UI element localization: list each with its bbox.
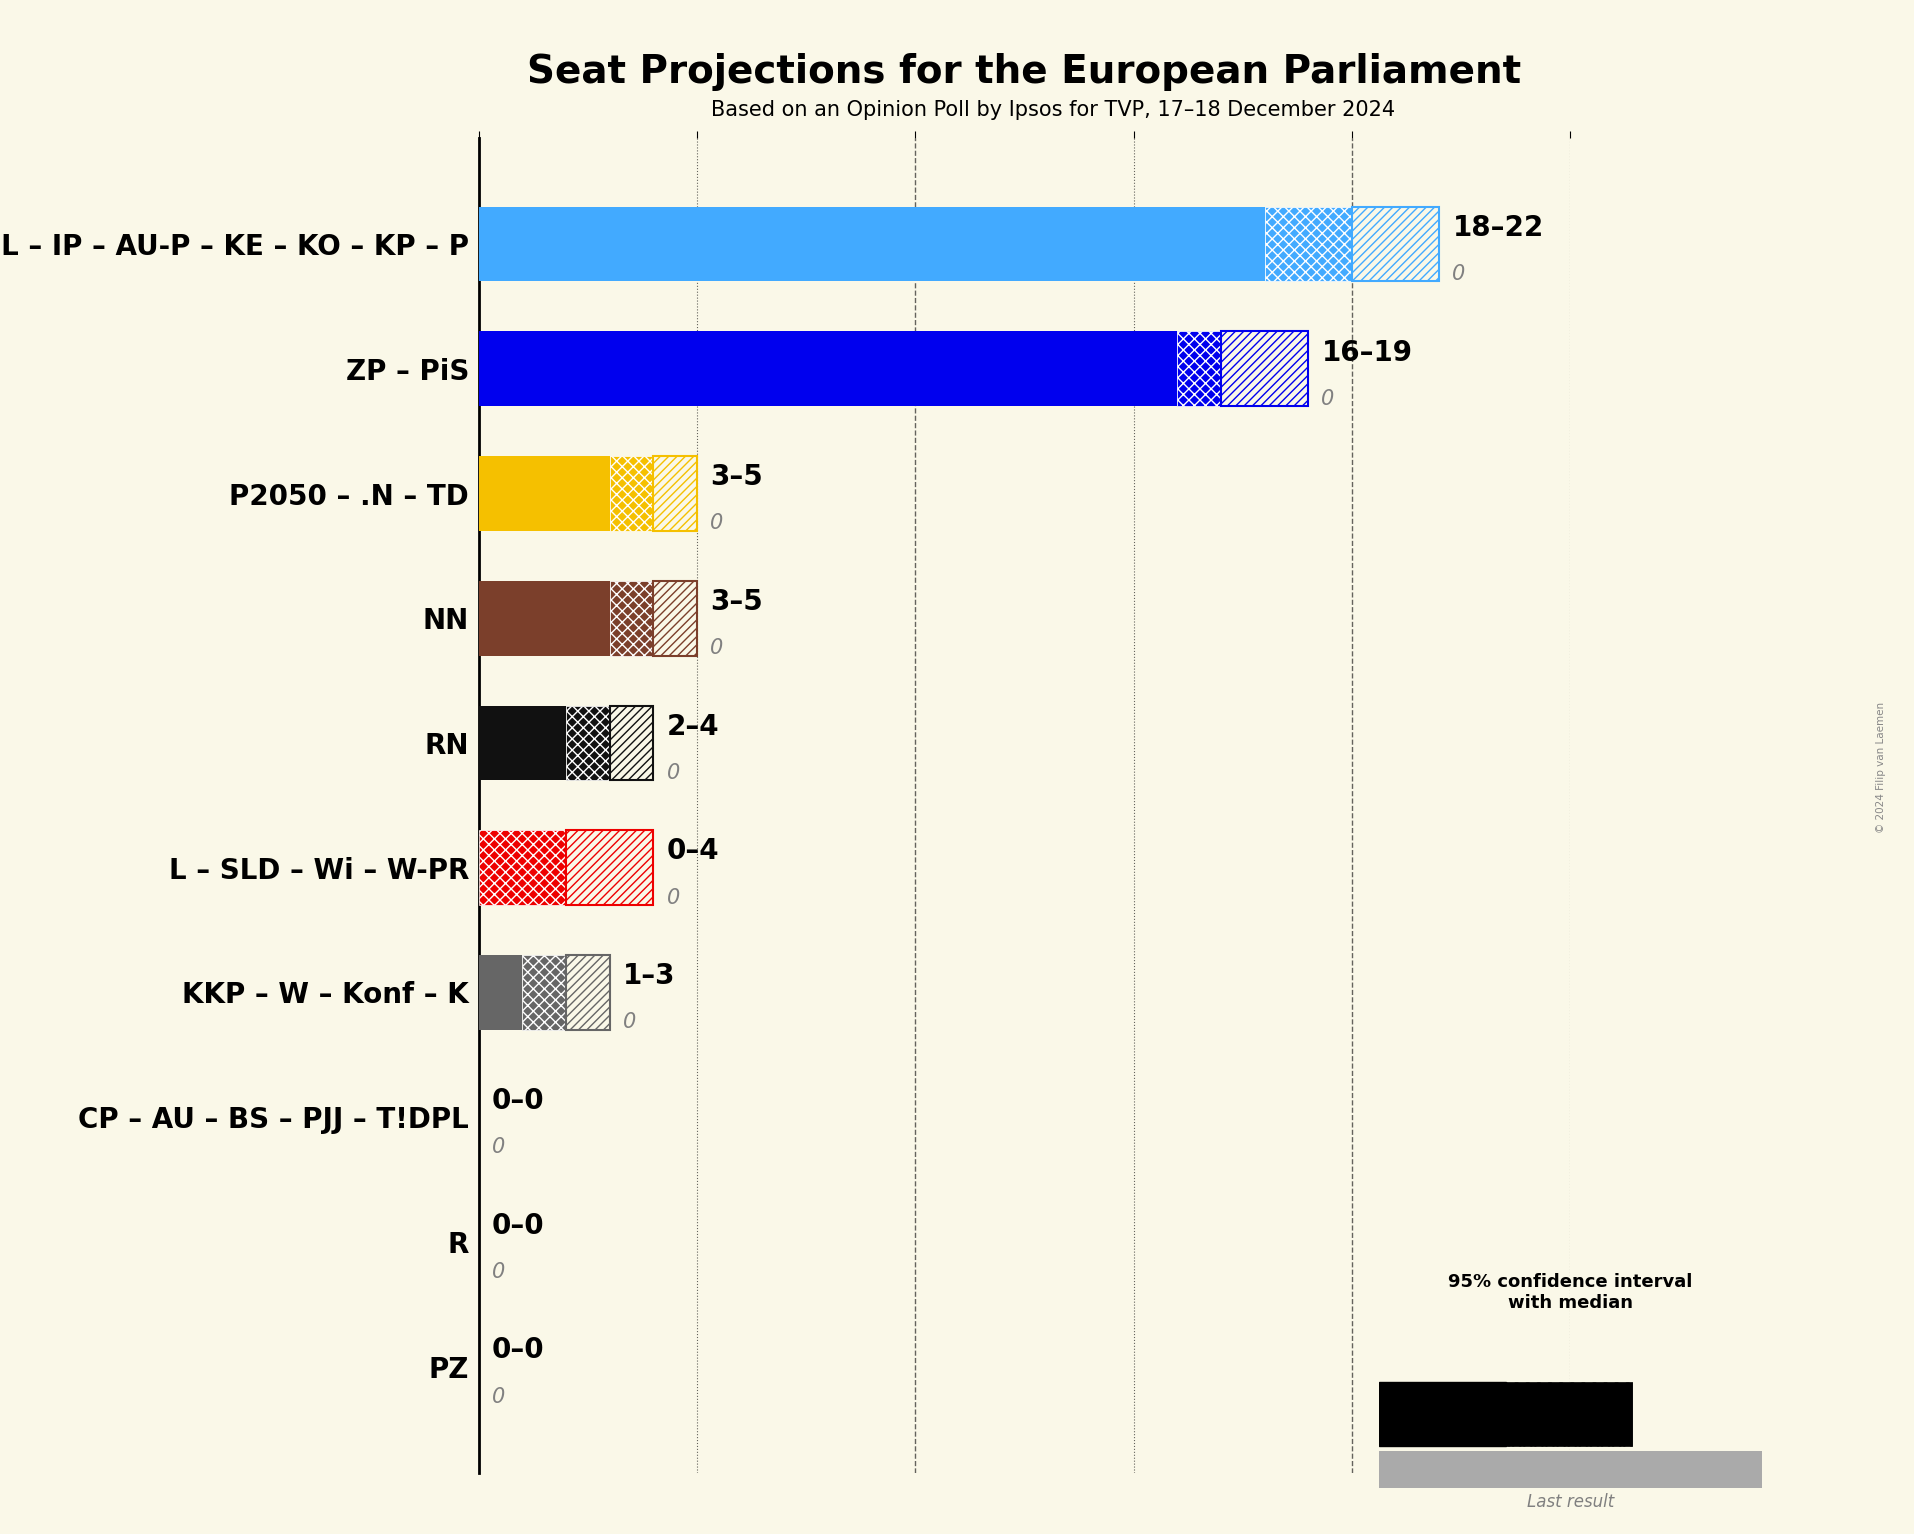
Text: 0–0: 0–0 — [492, 1088, 544, 1115]
Bar — [1378, 1382, 1506, 1447]
Text: Based on an Opinion Poll by Ipsos for TVP, 17–18 December 2024: Based on an Opinion Poll by Ipsos for TV… — [710, 100, 1395, 120]
Bar — [478, 456, 609, 531]
Bar — [567, 706, 609, 781]
Text: 2–4: 2–4 — [666, 713, 720, 741]
Text: 18–22: 18–22 — [1451, 213, 1543, 242]
Bar — [609, 456, 653, 531]
Bar — [653, 456, 697, 531]
Bar — [567, 830, 653, 905]
Text: 95% confidence interval
with median: 95% confidence interval with median — [1447, 1273, 1692, 1312]
Text: 1–3: 1–3 — [622, 962, 676, 991]
Text: 0: 0 — [492, 1387, 505, 1407]
Bar — [1506, 1382, 1633, 1447]
Text: © 2024 Filip van Laemen: © 2024 Filip van Laemen — [1874, 701, 1885, 833]
Text: 16–19: 16–19 — [1321, 339, 1413, 367]
Bar — [567, 956, 609, 1029]
Bar — [1263, 207, 1351, 282]
Text: 0: 0 — [710, 638, 723, 658]
Text: Last result: Last result — [1525, 1493, 1614, 1511]
Bar — [478, 706, 567, 781]
Text: 0: 0 — [666, 762, 679, 782]
Bar — [609, 706, 653, 781]
Bar — [609, 581, 653, 655]
Bar — [478, 331, 1177, 407]
Title: Seat Projections for the European Parliament: Seat Projections for the European Parlia… — [526, 52, 1522, 91]
Text: 0–0: 0–0 — [492, 1336, 544, 1364]
Text: 0: 0 — [492, 1137, 505, 1157]
Bar — [523, 956, 567, 1029]
Text: 0: 0 — [710, 514, 723, 534]
Text: 0: 0 — [492, 1262, 505, 1282]
Text: 0: 0 — [1451, 264, 1464, 284]
Text: 3–5: 3–5 — [710, 463, 762, 491]
Bar — [478, 207, 1263, 282]
Bar — [478, 956, 523, 1029]
Bar — [653, 581, 697, 655]
Bar — [1177, 331, 1221, 407]
Text: 0: 0 — [622, 1012, 635, 1032]
Text: 0–0: 0–0 — [492, 1212, 544, 1239]
Bar — [1633, 1382, 1761, 1447]
Text: 3–5: 3–5 — [710, 588, 762, 617]
Text: 0: 0 — [666, 888, 679, 908]
Bar — [1351, 207, 1439, 282]
Bar — [1221, 331, 1307, 407]
Bar — [478, 830, 567, 905]
Bar — [478, 581, 609, 655]
Text: 0–4: 0–4 — [666, 838, 720, 865]
Text: 0: 0 — [1321, 388, 1334, 408]
